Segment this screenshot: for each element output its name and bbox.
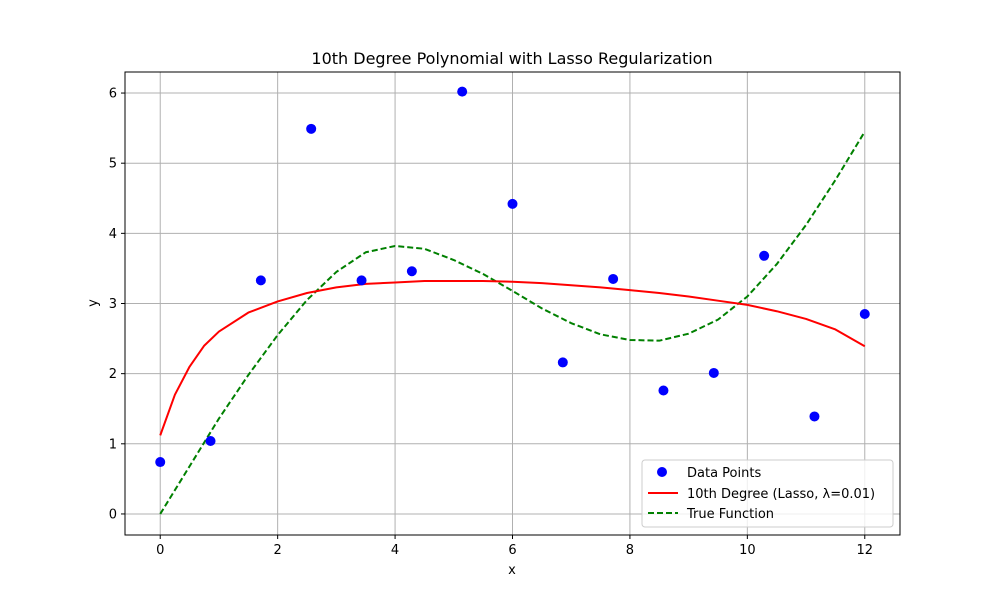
y-tick-label: 1 <box>109 437 117 452</box>
chart-title: 10th Degree Polynomial with Lasso Regula… <box>311 49 712 68</box>
data-point <box>457 86 468 97</box>
legend-label-data-points: Data Points <box>687 466 761 481</box>
data-point <box>507 198 518 209</box>
plot-area <box>155 86 870 515</box>
x-tick-label: 2 <box>274 543 282 558</box>
legend-frame <box>641 459 894 528</box>
x-tick-label: 12 <box>856 543 873 558</box>
x-tick-label: 0 <box>156 543 164 558</box>
y-tick-label: 2 <box>109 367 117 382</box>
data-point <box>859 309 870 320</box>
x-tick-label: 4 <box>391 543 399 558</box>
y-tick-label: 6 <box>109 87 117 102</box>
x-tick-label: 8 <box>626 543 634 558</box>
true-function-line <box>159 131 866 515</box>
data-point <box>306 123 317 134</box>
lasso-fit-line <box>159 280 866 436</box>
data-point <box>608 273 619 284</box>
grid <box>125 72 900 535</box>
data-point <box>809 411 820 422</box>
y-tick-label: 3 <box>109 297 117 312</box>
data-point <box>255 275 266 286</box>
data-point <box>658 385 669 396</box>
legend-label-lasso-fit: 10th Degree (Lasso, λ=0.01) <box>687 487 875 502</box>
data-point <box>356 275 367 286</box>
y-tick-label: 5 <box>109 157 117 172</box>
legend-marker-data-points <box>657 467 667 477</box>
y-tick-label: 4 <box>109 227 117 242</box>
data-point <box>205 435 216 446</box>
data-point <box>759 250 770 261</box>
data-point <box>406 266 417 277</box>
data-point <box>557 357 568 368</box>
data-point <box>155 457 166 468</box>
legend: Data Points 10th Degree (Lasso, λ=0.01) … <box>641 459 894 528</box>
y-axis-label: y <box>86 299 101 307</box>
data-point <box>708 367 719 378</box>
y-tick-label: 0 <box>109 507 117 522</box>
legend-label-true-function: True Function <box>686 507 774 522</box>
x-axis-label: x <box>508 563 516 578</box>
x-tick-label: 10 <box>739 543 756 558</box>
x-tick-label: 6 <box>508 543 516 558</box>
